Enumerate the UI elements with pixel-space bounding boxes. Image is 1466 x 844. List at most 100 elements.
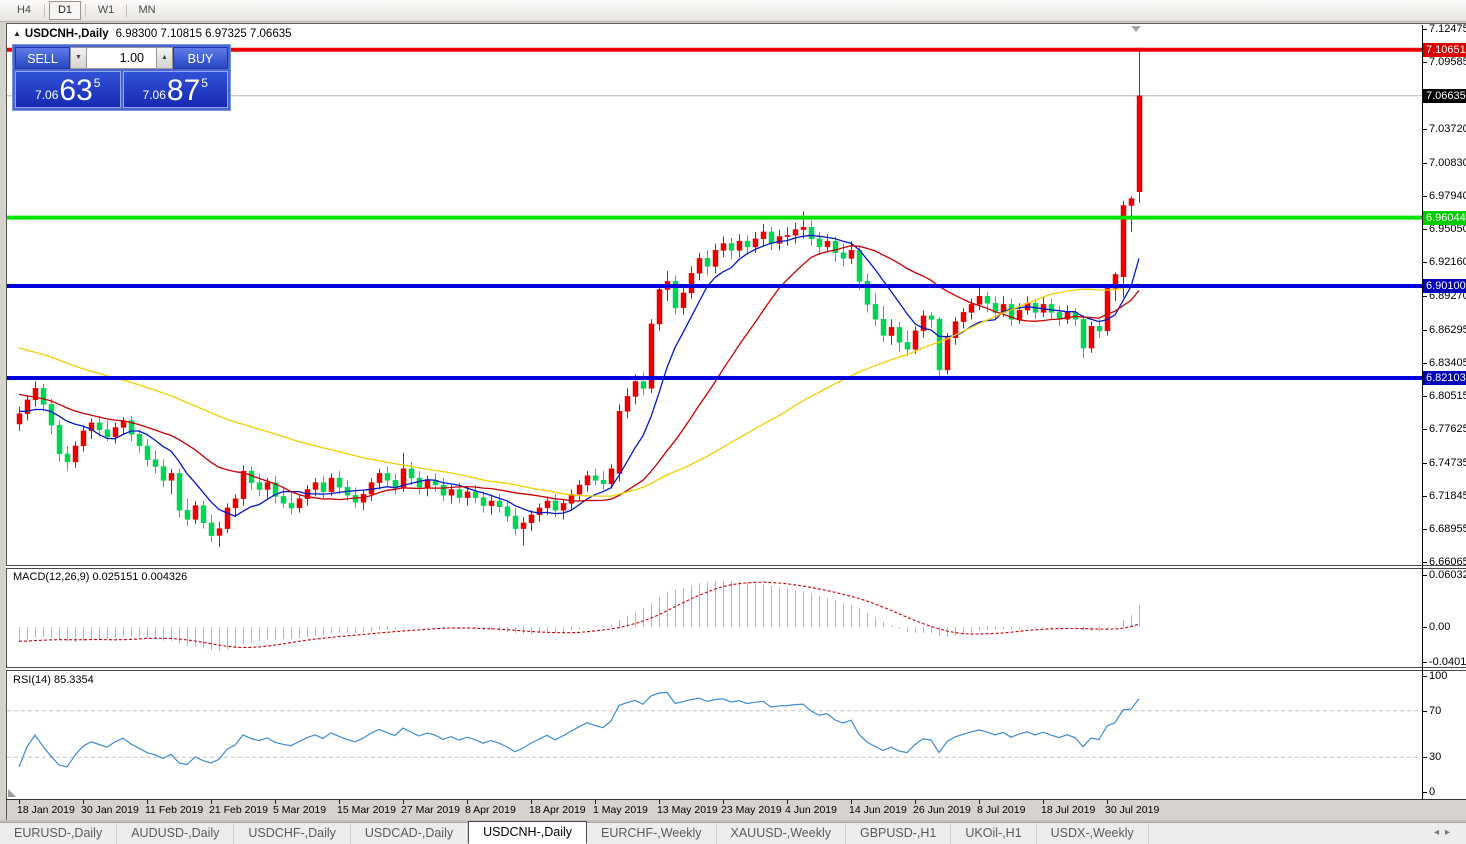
timeframe-button-mn[interactable]: MN (138, 4, 156, 16)
price-axis-tick (1422, 396, 1427, 397)
sell-price-big: 63 (59, 74, 93, 107)
date-axis-tick (595, 800, 596, 804)
macd-label: MACD(12,26,9) 0.025151 0.004326 (13, 571, 188, 583)
chart-shift-marker-icon (1131, 26, 1141, 32)
macd-axis-tick (1422, 662, 1427, 663)
rsi-axis-tick (1422, 757, 1427, 758)
buy-price-big: 87 (166, 74, 201, 107)
timeframe-toolbar: H4 D1 W1 MN (0, 0, 1466, 22)
rsi-axis-tick (1422, 711, 1427, 712)
price-axis-label: 7.12475 (1429, 23, 1466, 35)
triangle-down-icon: ▼ (75, 54, 82, 61)
date-axis-label: 30 Jan 2019 (81, 804, 139, 816)
chart-tab-xauusd-weekly[interactable]: XAUUSD-,Weekly (717, 823, 846, 844)
price-level-badge: 6.82103 (1423, 371, 1466, 385)
rsi-axis-label: 100 (1429, 670, 1448, 682)
date-axis-label: 23 May 2019 (721, 804, 782, 816)
triangle-up-icon: ▲ (161, 54, 168, 61)
rsi-panel-canvas[interactable] (7, 671, 1422, 799)
rsi-axis-label: 70 (1429, 705, 1442, 717)
chart-tab-usdcad-daily[interactable]: USDCAD-,Daily (351, 823, 469, 844)
price-axis-tick (1422, 29, 1427, 30)
date-axis-label: 30 Jul 2019 (1105, 804, 1160, 816)
date-axis-label: 26 Jun 2019 (913, 804, 971, 816)
price-level-badge: 7.10651 (1423, 43, 1466, 57)
price-axis-label: 6.86295 (1429, 324, 1466, 336)
price-chart-canvas[interactable] (7, 25, 1422, 565)
date-axis-tick (1043, 800, 1044, 804)
chart-tab-gbpusd-h1[interactable]: GBPUSD-,H1 (846, 823, 952, 844)
tab-scroll-left-icon[interactable]: ◂ (1433, 827, 1445, 838)
chart-tab-eurchf-weekly[interactable]: EURCHF-,Weekly (587, 823, 717, 844)
date-axis-tick (723, 800, 724, 804)
date-axis-tick (467, 800, 468, 804)
macd-axis-tick (1422, 627, 1427, 628)
price-axis-label: 6.89270 (1429, 290, 1466, 302)
price-axis-tick (1422, 262, 1427, 263)
timeframe-button-h4[interactable]: H4 (16, 4, 32, 16)
date-axis-tick (531, 800, 532, 804)
chart-tab-eurusd-daily[interactable]: EURUSD-,Daily (0, 823, 118, 844)
price-axis-label: 6.68955 (1429, 523, 1466, 535)
price-axis-tick (1422, 429, 1427, 430)
volume-decrease-button[interactable]: ▼ (70, 47, 87, 69)
date-axis-tick (147, 800, 148, 804)
date-axis-label: 18 Jan 2019 (17, 804, 75, 816)
price-axis-label: 7.00830 (1429, 157, 1466, 169)
rsi-axis-label: 0 (1429, 786, 1436, 798)
chart-tab-usdcnh-daily[interactable]: USDCNH-,Daily (468, 821, 588, 844)
date-axis-tick (787, 800, 788, 804)
price-axis-tick (1422, 529, 1427, 530)
sell-price-tile[interactable]: 7.06 63 5 (15, 71, 121, 108)
date-axis-label: 21 Feb 2019 (209, 804, 268, 816)
price-axis-tick (1422, 163, 1427, 164)
date-axis-tick (851, 800, 852, 804)
price-axis-label: 6.74735 (1429, 457, 1466, 469)
buy-price-tile[interactable]: 7.06 87 5 (122, 71, 228, 108)
date-axis-label: 18 Apr 2019 (529, 804, 586, 816)
date-axis-tick (915, 800, 916, 804)
price-axis-tick (1422, 496, 1427, 497)
date-axis-label: 18 Jul 2019 (1041, 804, 1096, 816)
chart-tab-audusd-daily[interactable]: AUDUSD-,Daily (117, 823, 235, 844)
date-axis-label: 1 May 2019 (593, 804, 648, 816)
timeframe-button-w1[interactable]: W1 (97, 4, 115, 16)
price-axis-label: 6.97940 (1429, 190, 1466, 202)
price-axis-label: 6.66065 (1429, 556, 1466, 568)
current-price-badge: 7.06635 (1423, 89, 1466, 103)
date-axis-label: 27 Mar 2019 (401, 804, 460, 816)
price-axis-tick (1422, 62, 1427, 63)
price-level-badge: 6.90100 (1423, 279, 1466, 293)
chart-tab-usdx-weekly[interactable]: USDX-,Weekly (1037, 823, 1149, 844)
buy-button[interactable]: BUY (173, 47, 228, 69)
macd-panel-canvas[interactable] (7, 569, 1422, 667)
price-axis-label: 6.92160 (1429, 256, 1466, 268)
date-axis-tick (211, 800, 212, 804)
macd-axis-label: -0.040135 (1429, 656, 1466, 668)
macd-axis-label: 0.00 (1429, 621, 1451, 633)
window-bottom-edge (0, 820, 1466, 822)
date-axis-tick (403, 800, 404, 804)
panel-resize-handle[interactable] (8, 789, 16, 797)
sell-button[interactable]: SELL (15, 47, 70, 69)
panel-separator[interactable] (6, 565, 1466, 569)
rsi-axis-label: 30 (1429, 751, 1442, 763)
chart-symbol: USDCNH-,Daily (24, 28, 109, 40)
date-axis-tick (19, 800, 20, 804)
date-axis-label: 13 May 2019 (657, 804, 718, 816)
date-axis-tick (339, 800, 340, 804)
volume-input[interactable] (87, 47, 156, 69)
chart-tab-ukoil-h1[interactable]: UKOil-,H1 (951, 823, 1037, 844)
trade-panel-toggle-icon[interactable]: ▲ (13, 29, 21, 38)
price-axis-tick (1422, 562, 1427, 563)
panel-separator[interactable] (6, 667, 1466, 671)
volume-increase-button[interactable]: ▲ (156, 47, 173, 69)
price-axis-tick (1422, 363, 1427, 364)
chart-tab-usdchf-daily[interactable]: USDCHF-,Daily (234, 823, 351, 844)
price-axis-tick (1422, 196, 1427, 197)
timeframe-button-d1[interactable]: D1 (49, 1, 81, 20)
date-axis-tick (83, 800, 84, 804)
tab-scroll-right-icon[interactable]: ▸ (1444, 827, 1456, 838)
